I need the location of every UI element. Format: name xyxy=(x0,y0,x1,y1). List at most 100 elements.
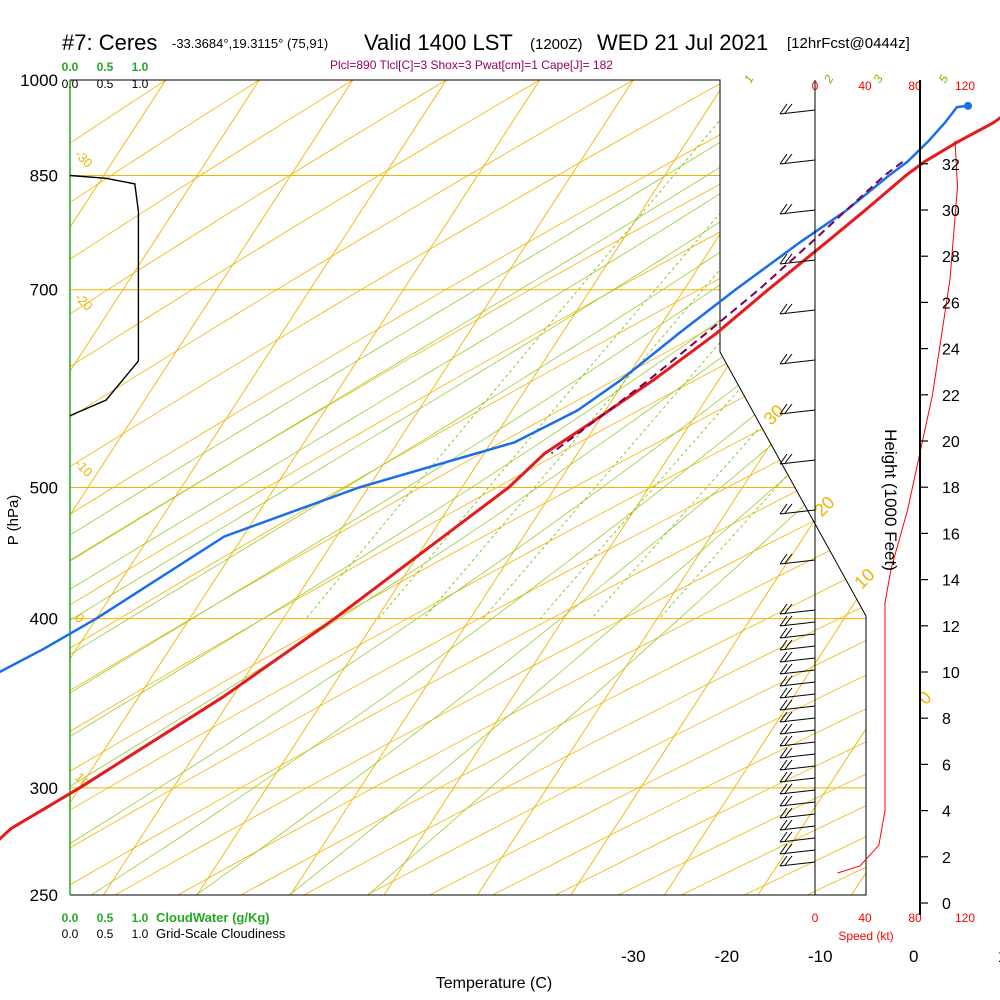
dry-adiabat-label: -30 xyxy=(72,147,96,171)
wind-barb xyxy=(779,303,816,315)
mixing-ratio-label: 3 xyxy=(870,72,886,85)
cloudiness-line xyxy=(69,174,140,417)
height-tick-label: 28 xyxy=(942,249,960,266)
height-tick-label: 10 xyxy=(942,665,960,682)
wind-barbs xyxy=(779,103,816,867)
isotherm-line xyxy=(70,80,167,895)
isotherm-line xyxy=(70,80,354,895)
height-tick-label: 16 xyxy=(942,526,960,543)
wind-barb xyxy=(779,675,816,687)
wind-barb xyxy=(779,615,816,627)
temperature-tick-label: -30 xyxy=(621,947,646,966)
dry-adiabat-line xyxy=(70,80,866,895)
mixing-ratio-line xyxy=(423,80,866,619)
dry-adiabat-line xyxy=(70,80,447,895)
pressure-tick-label: 500 xyxy=(30,479,58,498)
height-tick-label: 20 xyxy=(942,434,960,451)
wind-barb xyxy=(779,203,816,215)
height-axis-label: Height (1000 Feet) xyxy=(881,429,900,571)
isotherm-label: 10 xyxy=(850,565,878,593)
dry-adiabat-line xyxy=(70,80,821,895)
wind-barb xyxy=(779,639,816,651)
height-tick-label: 22 xyxy=(942,388,960,405)
speed-tick-bottom: 80 xyxy=(908,911,922,925)
wind-barb xyxy=(779,711,816,723)
height-tick-label: 2 xyxy=(942,850,951,867)
isotherm-line xyxy=(70,80,260,895)
dry-adiabat-line xyxy=(177,80,866,895)
temperature-tick-label: 10 xyxy=(998,947,1000,966)
height-tick-label: 4 xyxy=(942,804,951,821)
speed-tick-top: 40 xyxy=(858,79,872,93)
utc-time: (1200Z) xyxy=(530,36,583,53)
top-cloudiness-tick: 1.0 xyxy=(132,77,149,91)
isotherm-line xyxy=(757,80,866,895)
wind-barb xyxy=(779,723,816,735)
pressure-tick-label: 700 xyxy=(30,281,58,300)
wind-barb xyxy=(779,807,816,819)
pressure-axis-label: P (hPa) xyxy=(5,495,22,546)
pressure-tick-label: 250 xyxy=(30,886,58,905)
dry-adiabat-line xyxy=(70,80,866,895)
wind-barb xyxy=(779,403,816,415)
site-coordinates: -33.3684°,19.3115° (75,91) xyxy=(172,36,329,51)
forecast-run: [12hrFcst@0444z] xyxy=(787,35,910,52)
forecast-date: WED 21 Jul 2021 xyxy=(597,30,769,55)
wind-barb xyxy=(779,819,816,831)
top-cloud-water-tick: 0.0 xyxy=(62,60,79,74)
speed-tick-bottom: 0 xyxy=(812,911,819,925)
bottom-cloud-water-tick: 0.5 xyxy=(97,911,114,925)
wind-barb xyxy=(779,795,816,807)
height-tick-label: 32 xyxy=(942,157,960,174)
wind-barb xyxy=(779,747,816,759)
bottom-cloudiness-tick: 1.0 xyxy=(132,927,149,941)
wind-barb xyxy=(779,651,816,663)
mixing-ratio-label: 1 xyxy=(741,73,756,86)
wind-barb xyxy=(779,353,816,365)
mixing-ratio-label: 5 xyxy=(936,72,952,85)
isotherm-line xyxy=(477,80,866,895)
height-tick-label: 30 xyxy=(942,203,960,220)
wind-barb xyxy=(779,759,816,771)
bottom-cloudiness-tick: 0.5 xyxy=(97,927,114,941)
temperature-tick-label: -10 xyxy=(808,947,833,966)
wind-barb xyxy=(779,103,816,115)
wind-barb xyxy=(779,699,816,711)
wind-barb xyxy=(779,153,816,165)
moist-adiabat-line xyxy=(288,80,866,895)
cloudiness-legend: Grid-Scale Cloudiness xyxy=(156,926,286,941)
dry-adiabat-line xyxy=(807,80,866,895)
bottom-cloud-water-tick: 0.0 xyxy=(62,911,79,925)
mixing-ratio-label: 2 xyxy=(820,72,836,86)
stability-parameters: Plcl=890 Tlcl[C]=3 Shox=3 Pwat[cm]=1 Cap… xyxy=(330,58,613,72)
wind-barb xyxy=(779,771,816,783)
temperature-line xyxy=(0,116,1000,841)
pressure-tick-label: 850 xyxy=(30,167,58,186)
dry-adiabat-line xyxy=(70,80,541,895)
moist-adiabat-line xyxy=(195,80,866,895)
wind-speed-line xyxy=(837,140,959,874)
bottom-cloud-water-tick: 1.0 xyxy=(132,911,149,925)
isotherm-label: 30 xyxy=(760,401,788,429)
height-tick-label: 0 xyxy=(942,896,951,913)
site-title: #7: Ceres xyxy=(62,30,158,55)
dry-adiabat-line xyxy=(70,80,260,895)
plot-area xyxy=(70,80,866,895)
speed-axis-label: Speed (kt) xyxy=(838,929,893,943)
moist-adiabat-line xyxy=(367,80,866,895)
isotherm-line xyxy=(70,80,541,895)
dry-adiabat-line xyxy=(366,80,866,895)
height-tick-label: 8 xyxy=(942,711,951,728)
wind-barb xyxy=(779,735,816,747)
mixing-ratio-line xyxy=(305,80,754,619)
dry-adiabat-line xyxy=(240,80,866,895)
wind-barb xyxy=(779,831,816,843)
wind-barb xyxy=(779,843,816,855)
height-tick-label: 26 xyxy=(942,295,960,312)
valid-time: Valid 1400 LST xyxy=(364,30,513,55)
moist-adiabat-line xyxy=(70,80,821,895)
pressure-tick-label: 300 xyxy=(30,779,58,798)
height-tick-label: 24 xyxy=(942,342,960,359)
wind-barb xyxy=(779,627,816,639)
